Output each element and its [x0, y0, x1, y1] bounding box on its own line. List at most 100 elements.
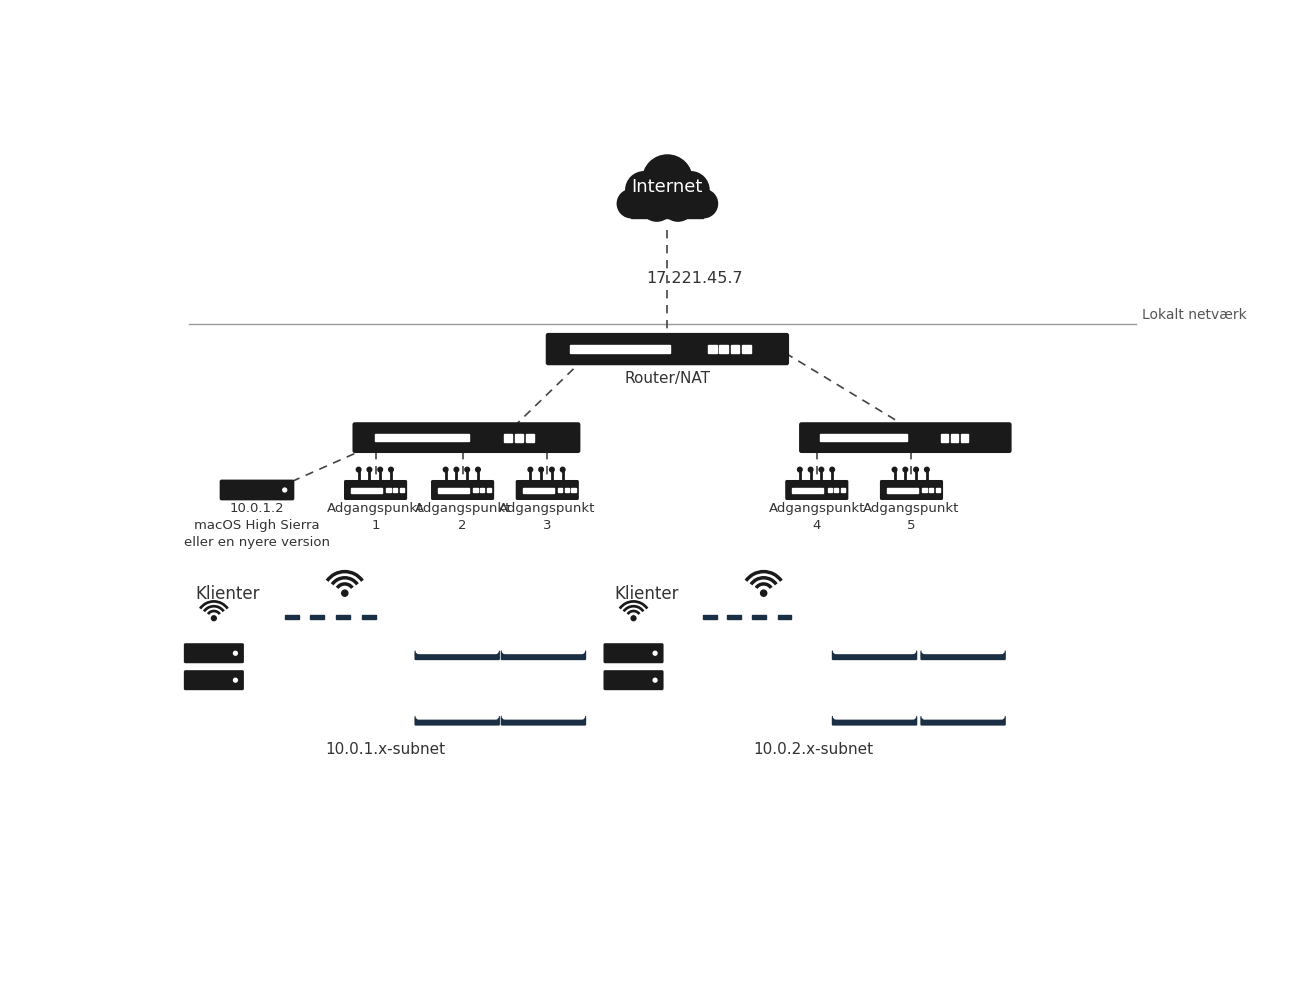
Bar: [792, 488, 823, 493]
Bar: [387, 488, 391, 492]
Circle shape: [797, 467, 803, 472]
Circle shape: [661, 188, 694, 221]
FancyBboxPatch shape: [516, 480, 579, 500]
Circle shape: [550, 467, 554, 472]
Circle shape: [631, 616, 636, 621]
Bar: [727, 615, 741, 619]
Bar: [569, 345, 670, 353]
FancyBboxPatch shape: [503, 607, 584, 652]
Circle shape: [830, 467, 834, 472]
Circle shape: [378, 467, 383, 472]
Circle shape: [283, 488, 287, 492]
Text: Klienter: Klienter: [614, 584, 679, 603]
FancyBboxPatch shape: [278, 611, 305, 660]
Circle shape: [820, 467, 823, 472]
FancyBboxPatch shape: [330, 611, 357, 660]
FancyBboxPatch shape: [799, 422, 1011, 453]
Bar: [731, 345, 740, 353]
FancyBboxPatch shape: [603, 670, 663, 690]
Bar: [400, 488, 404, 492]
Circle shape: [211, 616, 216, 621]
Bar: [310, 615, 324, 619]
FancyBboxPatch shape: [831, 650, 917, 660]
Bar: [394, 488, 397, 492]
FancyBboxPatch shape: [220, 479, 294, 501]
FancyBboxPatch shape: [328, 661, 386, 729]
FancyBboxPatch shape: [685, 661, 741, 729]
Bar: [743, 345, 751, 353]
Bar: [923, 488, 926, 492]
Circle shape: [528, 467, 533, 472]
Circle shape: [455, 467, 459, 472]
FancyBboxPatch shape: [267, 661, 323, 729]
Bar: [834, 488, 838, 492]
FancyBboxPatch shape: [431, 480, 494, 500]
FancyBboxPatch shape: [603, 644, 663, 663]
Circle shape: [893, 467, 896, 472]
FancyBboxPatch shape: [834, 673, 915, 718]
Text: Adgangspunkt
1: Adgangspunkt 1: [327, 502, 423, 532]
Bar: [941, 434, 949, 442]
FancyBboxPatch shape: [923, 673, 1003, 718]
Circle shape: [903, 467, 908, 472]
Bar: [752, 615, 766, 619]
Circle shape: [367, 467, 371, 472]
FancyBboxPatch shape: [344, 480, 407, 500]
Bar: [840, 488, 846, 492]
Bar: [632, 203, 704, 217]
FancyBboxPatch shape: [749, 661, 805, 729]
FancyBboxPatch shape: [786, 480, 848, 500]
FancyBboxPatch shape: [923, 607, 1003, 652]
Bar: [702, 615, 717, 619]
Text: 10.0.1.x-subnet: 10.0.1.x-subnet: [326, 742, 446, 757]
Bar: [558, 488, 563, 492]
Circle shape: [925, 467, 929, 472]
Bar: [351, 488, 382, 493]
FancyBboxPatch shape: [831, 715, 917, 725]
Bar: [936, 488, 939, 492]
Circle shape: [233, 651, 237, 655]
Bar: [887, 488, 919, 493]
Circle shape: [808, 467, 813, 472]
Circle shape: [671, 171, 710, 210]
Circle shape: [233, 678, 237, 682]
Circle shape: [616, 189, 646, 218]
FancyBboxPatch shape: [417, 673, 498, 718]
FancyBboxPatch shape: [696, 611, 723, 660]
FancyBboxPatch shape: [880, 480, 943, 500]
Bar: [438, 488, 469, 493]
Bar: [778, 615, 791, 619]
Circle shape: [388, 467, 394, 472]
FancyBboxPatch shape: [546, 333, 790, 365]
FancyBboxPatch shape: [184, 644, 244, 663]
Bar: [929, 488, 933, 492]
FancyBboxPatch shape: [417, 607, 498, 652]
Circle shape: [625, 171, 663, 210]
Text: Adgangspunkt
3: Adgangspunkt 3: [499, 502, 595, 532]
Bar: [523, 488, 554, 493]
Bar: [480, 488, 485, 492]
FancyBboxPatch shape: [920, 650, 1006, 660]
FancyBboxPatch shape: [500, 715, 586, 725]
Bar: [504, 434, 512, 442]
FancyBboxPatch shape: [304, 611, 331, 660]
Circle shape: [341, 590, 348, 596]
FancyBboxPatch shape: [354, 611, 383, 660]
Bar: [708, 345, 717, 353]
Bar: [526, 434, 534, 442]
Circle shape: [465, 467, 469, 472]
Bar: [336, 615, 351, 619]
FancyBboxPatch shape: [920, 715, 1006, 725]
Text: Router/NAT: Router/NAT: [624, 371, 710, 386]
FancyBboxPatch shape: [503, 673, 584, 718]
Circle shape: [653, 651, 657, 655]
Circle shape: [356, 467, 361, 472]
Bar: [473, 488, 478, 492]
Bar: [719, 345, 728, 353]
Bar: [362, 615, 375, 619]
FancyBboxPatch shape: [184, 670, 244, 690]
Text: Adgangspunkt
5: Adgangspunkt 5: [864, 502, 960, 532]
FancyBboxPatch shape: [414, 715, 500, 725]
Circle shape: [539, 467, 543, 472]
Circle shape: [913, 467, 919, 472]
